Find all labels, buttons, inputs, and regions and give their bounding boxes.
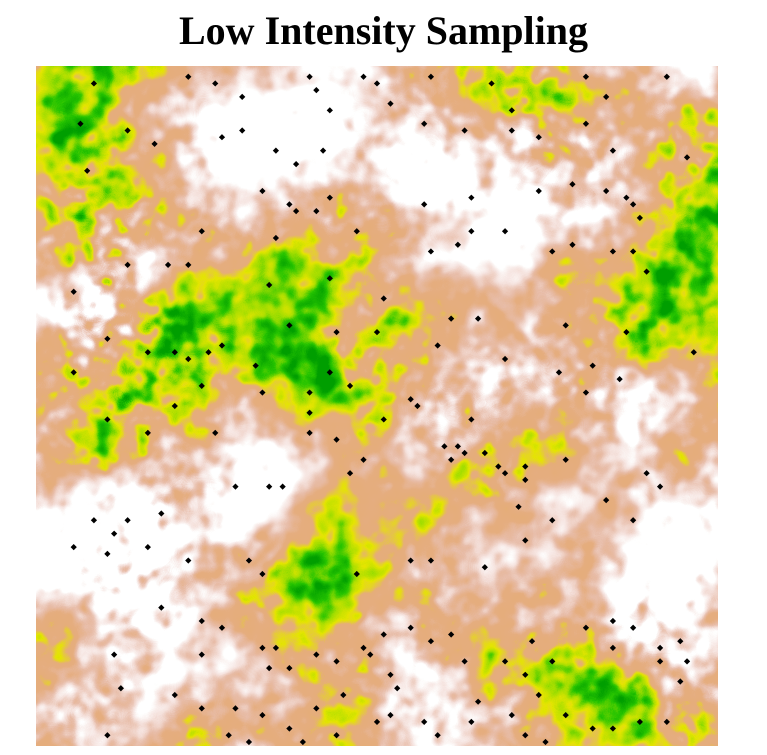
sample-point <box>407 624 414 631</box>
sample-point <box>239 93 246 100</box>
chart-title: Low Intensity Sampling <box>179 8 588 53</box>
sample-point <box>77 120 84 127</box>
sample-point <box>501 470 509 477</box>
sample-point <box>501 658 509 665</box>
sample-point <box>306 389 313 396</box>
sample-point <box>286 664 293 672</box>
sample-point <box>380 416 387 423</box>
sample-point <box>616 376 623 383</box>
sample-point <box>623 328 630 336</box>
sample-point <box>286 322 293 329</box>
sample-point <box>434 732 441 739</box>
sample-point <box>528 638 536 645</box>
sample-point <box>346 470 354 477</box>
sample-point <box>609 617 617 625</box>
sample-point <box>603 187 610 195</box>
sample-point <box>589 725 596 732</box>
sample-point <box>367 651 374 658</box>
sample-point <box>218 134 226 141</box>
sample-point <box>360 456 367 463</box>
sample-point <box>272 147 280 154</box>
sample-point <box>603 496 610 504</box>
sample-point <box>212 429 219 436</box>
sample-point <box>353 570 360 578</box>
sample-point <box>373 328 381 336</box>
sample-point <box>333 436 340 443</box>
sample-point <box>407 396 414 403</box>
sample-point <box>333 732 340 739</box>
chart-svg <box>36 66 718 746</box>
sample-point <box>522 671 529 678</box>
sample-point <box>609 644 617 652</box>
sample-point <box>306 409 313 416</box>
sample-point <box>232 483 239 490</box>
sample-point <box>474 698 482 705</box>
sample-point <box>522 463 529 470</box>
sample-point <box>414 402 421 410</box>
sample-point <box>562 322 569 329</box>
sample-point <box>656 658 664 665</box>
sample-point <box>609 725 617 732</box>
sample-point <box>286 725 293 732</box>
sample-point <box>549 658 556 665</box>
sample-point <box>198 617 205 625</box>
sample-point <box>481 564 488 571</box>
sample-point <box>185 73 192 80</box>
sample-point <box>434 342 441 349</box>
sample-point <box>373 718 381 725</box>
sample-point <box>677 678 684 685</box>
sample-point <box>232 705 239 712</box>
sample-point <box>461 449 468 457</box>
sample-point <box>272 234 280 242</box>
sample-point <box>346 382 354 389</box>
sample-point <box>582 624 590 631</box>
sample-point <box>663 718 670 725</box>
sample-point <box>677 638 684 645</box>
sample-point <box>630 624 637 631</box>
sample-point <box>481 449 488 457</box>
plot-area <box>36 66 718 746</box>
sample-point <box>198 228 205 235</box>
sample-point <box>636 718 643 725</box>
sample-point <box>522 476 529 484</box>
sample-point <box>603 93 610 100</box>
sample-point <box>690 349 697 356</box>
sample-point <box>394 685 401 692</box>
sample-point <box>427 638 435 645</box>
sample-point <box>448 456 455 463</box>
sample-point <box>427 557 435 564</box>
sample-point <box>326 369 333 376</box>
sample-point <box>387 712 394 719</box>
sample-point <box>387 671 394 678</box>
sample-point <box>589 362 596 369</box>
sample-point <box>468 416 475 423</box>
sample-point <box>683 658 691 665</box>
sample-point <box>441 443 448 450</box>
sample-point <box>562 712 569 719</box>
sample-point <box>555 369 563 376</box>
sample-point <box>407 557 414 564</box>
sample-point <box>501 355 509 363</box>
sample-point <box>326 275 333 282</box>
sample-point <box>151 140 158 148</box>
sample-point <box>333 328 340 336</box>
sample-point <box>656 644 664 652</box>
sample-point <box>522 732 529 739</box>
sample-point <box>454 443 461 450</box>
intensity-raster <box>36 66 718 746</box>
sample-point <box>306 429 313 436</box>
sample-point <box>333 658 340 665</box>
sample-point <box>495 463 502 470</box>
